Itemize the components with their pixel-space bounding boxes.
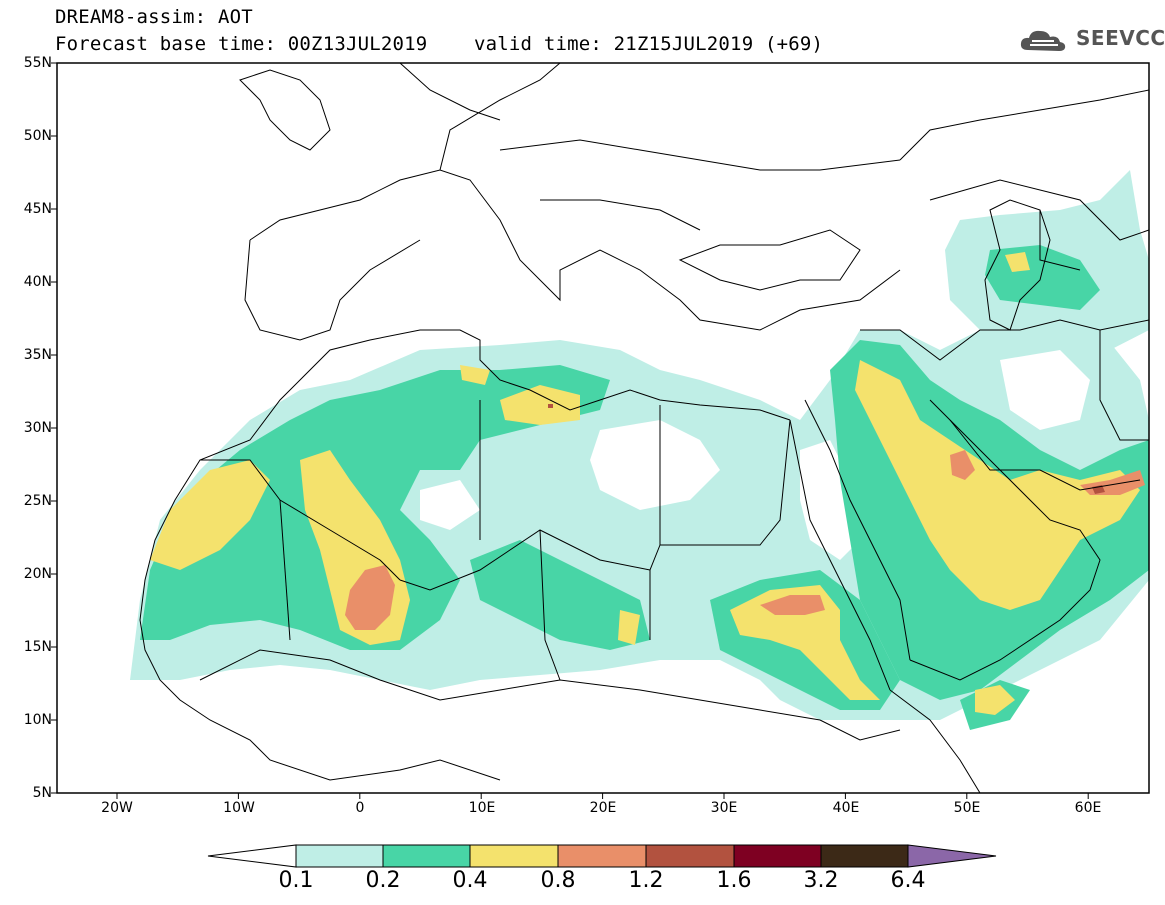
colorbar-label: 0.8	[540, 868, 576, 893]
cloud-icon	[1020, 30, 1066, 51]
colorbar-swatch-1.2	[645, 844, 735, 868]
colorbar-label: 0.1	[278, 868, 314, 893]
colorbar-swatch-0.2	[382, 844, 471, 868]
lat-label: 15N	[23, 639, 52, 655]
seevccc-logo: SEEVCCC	[1018, 26, 1165, 56]
lon-label: 40E	[832, 800, 860, 816]
colorbar-label: 1.2	[628, 868, 664, 893]
colorbar-swatch-0.4	[469, 844, 559, 868]
lat-label: 40N	[23, 274, 52, 290]
colorbar-label: 0.2	[365, 868, 401, 893]
colorbar	[207, 844, 997, 868]
lon-label: 10W	[223, 800, 255, 816]
colorbar-arrow-left	[207, 844, 297, 868]
lat-label: 10N	[23, 712, 52, 728]
map-subtitle: Forecast base time: 00Z13JUL2019 valid t…	[55, 33, 824, 55]
lon-label: 20E	[589, 800, 617, 816]
map-title: DREAM8-assim: AOT	[55, 6, 253, 28]
colorbar-arrow-right	[907, 844, 997, 868]
lon-label: 50E	[953, 800, 981, 816]
colorbar-label: 1.6	[716, 868, 752, 893]
colorbar-swatch-3.2	[820, 844, 909, 868]
lat-label: 20N	[23, 566, 52, 582]
axis-ticks	[51, 62, 1089, 799]
logo-text: SEEVCCC	[1076, 26, 1165, 50]
lat-label: 30N	[23, 420, 52, 436]
aot-contours	[130, 170, 1149, 730]
colorbar-label: 0.4	[452, 868, 488, 893]
lat-label: 45N	[23, 201, 52, 217]
lon-label: 10E	[468, 800, 496, 816]
lon-label: 20W	[101, 800, 133, 816]
lat-label: 50N	[23, 128, 52, 144]
lat-label: 35N	[23, 347, 52, 363]
colorbar-label: 6.4	[890, 868, 926, 893]
lon-label: 0	[355, 800, 365, 816]
lon-label: 30E	[710, 800, 738, 816]
colorbar-swatch-0.1	[295, 844, 384, 868]
colorbar-swatch-0.8	[557, 844, 647, 868]
lat-label: 55N	[23, 55, 52, 71]
lat-label: 5N	[32, 785, 52, 801]
colorbar-swatch-1.6	[733, 844, 822, 868]
colorbar-label: 3.2	[803, 868, 839, 893]
lat-label: 25N	[23, 493, 52, 509]
coastlines-borders	[139, 63, 1149, 793]
lon-label: 60E	[1074, 800, 1102, 816]
